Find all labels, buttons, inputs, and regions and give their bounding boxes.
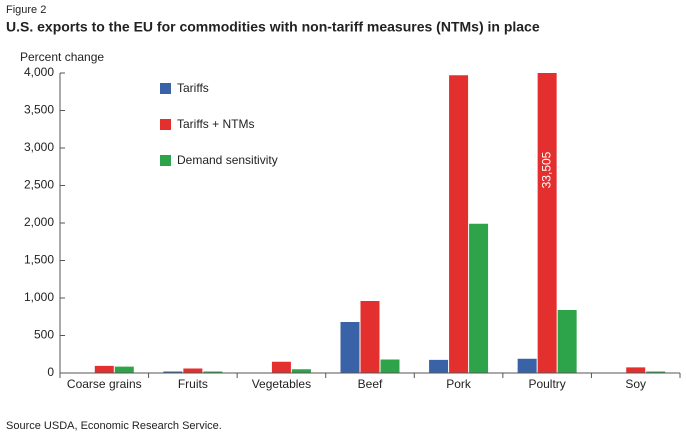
bar [114, 366, 134, 373]
bar [94, 365, 114, 373]
chart-title: U.S. exports to the EU for commodities w… [6, 19, 540, 35]
bar [537, 73, 557, 373]
bar [517, 358, 537, 373]
bar [557, 310, 577, 373]
y-tick-label: 0 [47, 365, 54, 379]
bar [646, 371, 666, 373]
legend-swatch [160, 155, 171, 166]
legend-label: Tariffs + NTMs [177, 117, 254, 131]
bar [271, 361, 291, 373]
bar [340, 322, 360, 373]
y-tick-label: 2,500 [24, 178, 54, 192]
x-tick-label: Coarse grains [67, 377, 142, 391]
y-tick-label: 4,000 [24, 65, 54, 79]
y-tick-label: 3,000 [24, 140, 54, 154]
bar [360, 301, 380, 373]
y-tick-label: 3,500 [24, 103, 54, 117]
bar [163, 371, 183, 373]
figure-label: Figure 2 [6, 4, 46, 16]
y-tick-label: 2,000 [24, 215, 54, 229]
x-tick-label: Vegetables [252, 377, 311, 391]
bar [449, 75, 469, 373]
legend-swatch [160, 83, 171, 94]
y-tick-label: 500 [34, 328, 54, 342]
bar [203, 371, 223, 373]
bar [183, 368, 203, 373]
legend-label: Demand sensitivity [177, 153, 278, 167]
x-tick-label: Soy [625, 377, 646, 391]
x-tick-label: Poultry [528, 377, 565, 391]
y-tick-label: 1,500 [24, 253, 54, 267]
legend-label: Tariffs [177, 81, 209, 95]
value-label: 33,505 [539, 151, 553, 188]
bar [429, 359, 449, 373]
plot-area [74, 73, 666, 373]
legend-swatch [160, 119, 171, 130]
y-tick-label: 1,000 [24, 290, 54, 304]
source: Source USDA, Economic Research Service. [6, 420, 222, 432]
bar [469, 223, 489, 373]
x-tick-label: Pork [446, 377, 472, 391]
bar [291, 369, 311, 373]
bar [380, 359, 400, 373]
x-tick-label: Beef [358, 377, 383, 391]
x-tick-label: Fruits [178, 377, 208, 391]
bar [626, 367, 646, 373]
y-axis-label: Percent change [20, 50, 104, 64]
